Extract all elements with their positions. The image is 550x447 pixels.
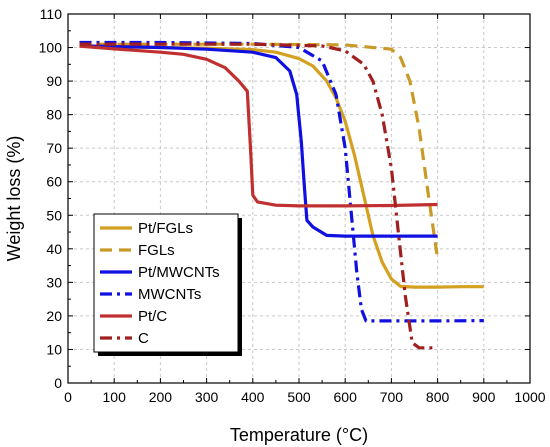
y-tick-label: 40 xyxy=(46,241,62,257)
y-tick-label: 10 xyxy=(46,341,62,357)
y-tick-label: 0 xyxy=(54,375,62,391)
x-tick-label: 600 xyxy=(334,389,358,405)
x-tick-label: 700 xyxy=(380,389,404,405)
series-lines xyxy=(79,40,484,350)
legend-label: FGLs xyxy=(138,242,175,259)
legend-label: MWCNTs xyxy=(138,286,201,303)
y-tick-label: 90 xyxy=(46,73,62,89)
y-tick-label: 30 xyxy=(46,274,62,290)
series-line-2 xyxy=(79,44,438,238)
legend-label: Pt/FGLs xyxy=(138,220,193,237)
series-line-5 xyxy=(79,42,433,350)
series-line-3 xyxy=(79,40,484,323)
legend: Pt/FGLs FGLs Pt/MWCNTs MWCNTs Pt/C C xyxy=(93,213,242,356)
series-line-4 xyxy=(79,44,438,208)
y-tick-label: 60 xyxy=(46,174,62,190)
x-tick-label: 900 xyxy=(472,389,496,405)
legend-label: C xyxy=(138,330,149,347)
x-tick-label: 200 xyxy=(149,389,173,405)
y-tick-label: 20 xyxy=(46,308,62,324)
y-tick-label: 100 xyxy=(39,40,63,56)
y-tick-label: 70 xyxy=(46,140,62,156)
axis-ticks: 0 100 200 300 400 500 600 700 800 900 1000 0 10 20 30 4… xyxy=(39,6,546,405)
x-tick-label: 300 xyxy=(195,389,219,405)
y-tick-label: 110 xyxy=(40,6,63,22)
x-tick-label: 0 xyxy=(64,389,72,405)
legend-box xyxy=(93,213,239,353)
x-tick-label: 400 xyxy=(241,389,265,405)
x-tick-label: 1000 xyxy=(514,389,545,405)
legend-label: Pt/MWCNTs xyxy=(138,264,220,281)
y-tick-label: 50 xyxy=(46,207,62,223)
x-tick-label: 500 xyxy=(287,389,311,405)
x-tick-label: 100 xyxy=(103,389,127,405)
legend-label: Pt/C xyxy=(138,308,167,325)
x-tick-label: 800 xyxy=(426,389,450,405)
y-tick-label: 80 xyxy=(46,107,62,123)
y-axis-title: Weight loss (%) xyxy=(4,136,24,262)
x-axis-title: Temperature (°C) xyxy=(230,425,368,445)
